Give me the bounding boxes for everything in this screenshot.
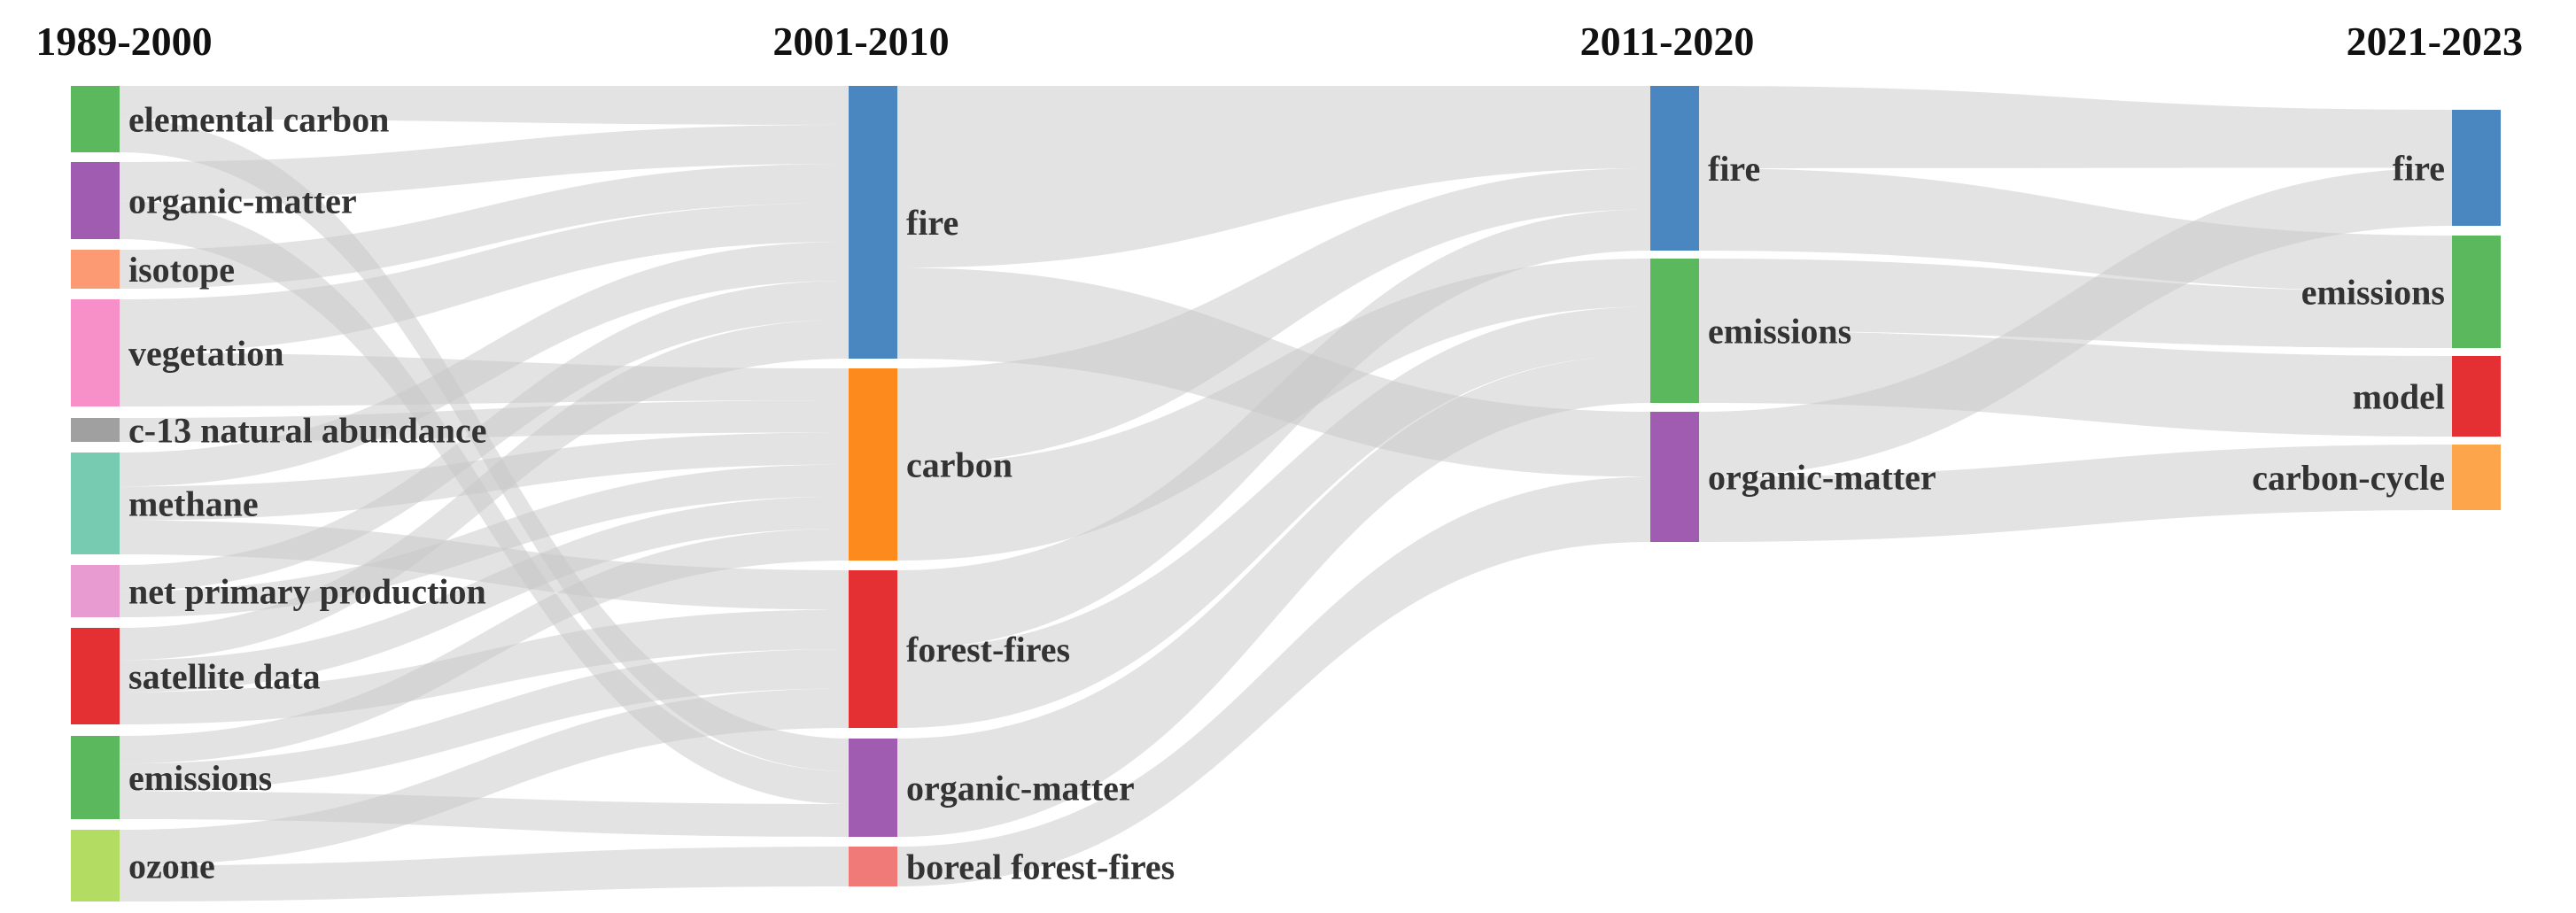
node-c0_organic_matter bbox=[71, 162, 120, 239]
flow-c2_organic_matter-to-c3_carbon_cycle bbox=[1699, 445, 2452, 542]
node-label-c2_fire: fire bbox=[1708, 149, 1760, 189]
node-label-c0_methane: methane bbox=[128, 484, 259, 524]
column-title-0: 1989-2000 bbox=[35, 19, 212, 64]
node-c2_fire bbox=[1650, 86, 1699, 251]
node-label-c1_carbon: carbon bbox=[906, 445, 1013, 485]
flow-c2_fire-to-c3_emissions bbox=[1699, 168, 2452, 292]
node-label-c0_organic_matter: organic-matter bbox=[128, 182, 357, 221]
flow-c1_forest_fires-to-c2_fire bbox=[897, 209, 1650, 649]
node-label-c0_emissions: emissions bbox=[128, 758, 272, 798]
node-label-c1_forest_fires: forest-fires bbox=[906, 630, 1070, 669]
node-label-c2_emissions: emissions bbox=[1708, 312, 1851, 352]
node-label-c3_model: model bbox=[2353, 377, 2445, 417]
node-c0_satellite bbox=[71, 628, 120, 724]
node-label-c0_npp: net primary production bbox=[128, 572, 486, 612]
node-c3_model bbox=[2452, 356, 2501, 437]
flow-c0_satellite-to-c1_carbon bbox=[120, 496, 849, 692]
node-c0_methane bbox=[71, 453, 120, 554]
node-label-c3_carbon_cycle: carbon-cycle bbox=[2252, 458, 2445, 498]
node-c1_fire bbox=[849, 86, 897, 359]
flow-c2_organic_matter-to-c3_fire bbox=[1699, 167, 2452, 477]
flow-c2_fire-to-c3_fire bbox=[1699, 86, 2452, 168]
flow-c0_emissions-to-c1_organic_matter bbox=[120, 791, 849, 837]
node-c2_emissions bbox=[1650, 259, 1699, 403]
node-c2_organic_matter bbox=[1650, 412, 1699, 542]
column-title-1: 2001-2010 bbox=[772, 19, 949, 64]
flow-c1_carbon-to-c2_fire bbox=[897, 168, 1650, 465]
node-label-c1_fire: fire bbox=[906, 203, 958, 243]
column-title-2: 2011-2020 bbox=[1580, 19, 1755, 64]
flow-c0_npp-to-c1_fire bbox=[120, 281, 849, 592]
flow-c0_organic_matter-to-c1_fire bbox=[120, 125, 849, 201]
node-label-c2_organic_matter: organic-matter bbox=[1708, 458, 1936, 498]
node-c1_organic_matter bbox=[849, 739, 897, 837]
node-label-c0_isotope: isotope bbox=[128, 250, 235, 290]
node-label-c0_vegetation: vegetation bbox=[128, 334, 284, 374]
flow-c0_ozone-to-c1_forest_fires bbox=[120, 688, 849, 866]
flow-c0_npp-to-c1_carbon bbox=[120, 464, 849, 617]
column-title-3: 2021-2023 bbox=[2347, 19, 2523, 64]
node-c0_vegetation bbox=[71, 299, 120, 406]
node-c3_emissions bbox=[2452, 236, 2501, 348]
flow-c0_emissions-to-c1_forest_fires bbox=[120, 649, 849, 792]
node-label-c1_boreal: boreal forest-fires bbox=[906, 847, 1175, 887]
flow-c2_emissions-to-c3_model bbox=[1699, 330, 2452, 437]
node-label-c0_ozone: ozone bbox=[128, 847, 215, 886]
flow-c0_ozone-to-c1_boreal bbox=[120, 847, 849, 901]
flow-c0_methane-to-c1_fire bbox=[120, 242, 849, 487]
node-label-c0_c13: c-13 natural abundance bbox=[128, 411, 487, 451]
flow-c1_boreal-to-c2_organic_matter bbox=[897, 476, 1650, 886]
node-labels: elemental carbon organic-matter isotope veg… bbox=[128, 100, 2445, 887]
flow-c0_satellite-to-c1_fire bbox=[120, 320, 849, 661]
flow-c1_fire-to-c2_fire bbox=[897, 86, 1650, 268]
node-c0_ozone bbox=[71, 830, 120, 901]
flow-c1_forest_fires-to-c2_emissions bbox=[897, 306, 1650, 728]
node-label-c3_emissions: emissions bbox=[2301, 273, 2445, 313]
flow-c1_organic_matter-to-c2_emissions bbox=[897, 354, 1650, 838]
flow-c0_satellite-to-c1_forest_fires bbox=[120, 609, 849, 724]
nodes bbox=[71, 86, 2501, 901]
node-c3_fire bbox=[2452, 110, 2501, 226]
flow-c0_emissions-to-c1_carbon bbox=[120, 528, 849, 764]
node-label-c0_elemental_carbon: elemental carbon bbox=[128, 100, 389, 140]
column-titles: 1989-2000 2001-2010 2011-2020 2021-2023 bbox=[35, 19, 2523, 64]
flow-c0_elemental_carbon-to-c1_fire bbox=[120, 86, 849, 125]
node-label-c0_satellite: satellite data bbox=[128, 657, 321, 697]
node-c0_npp bbox=[71, 565, 120, 617]
flow-c0_isotope-to-c1_fire bbox=[120, 164, 849, 289]
node-c1_boreal bbox=[849, 847, 897, 886]
node-c0_emissions bbox=[71, 736, 120, 819]
node-c0_isotope bbox=[71, 250, 120, 289]
node-c1_carbon bbox=[849, 368, 897, 561]
node-c0_elemental_carbon bbox=[71, 86, 120, 152]
node-c3_carbon_cycle bbox=[2452, 445, 2501, 510]
flow-c0_vegetation-to-c1_fire bbox=[120, 203, 849, 353]
node-c1_forest_fires bbox=[849, 570, 897, 728]
node-label-c3_fire: fire bbox=[2393, 149, 2445, 189]
flows bbox=[120, 86, 2452, 901]
node-label-c1_organic_matter: organic-matter bbox=[906, 769, 1135, 809]
node-c0_c13 bbox=[71, 418, 120, 442]
